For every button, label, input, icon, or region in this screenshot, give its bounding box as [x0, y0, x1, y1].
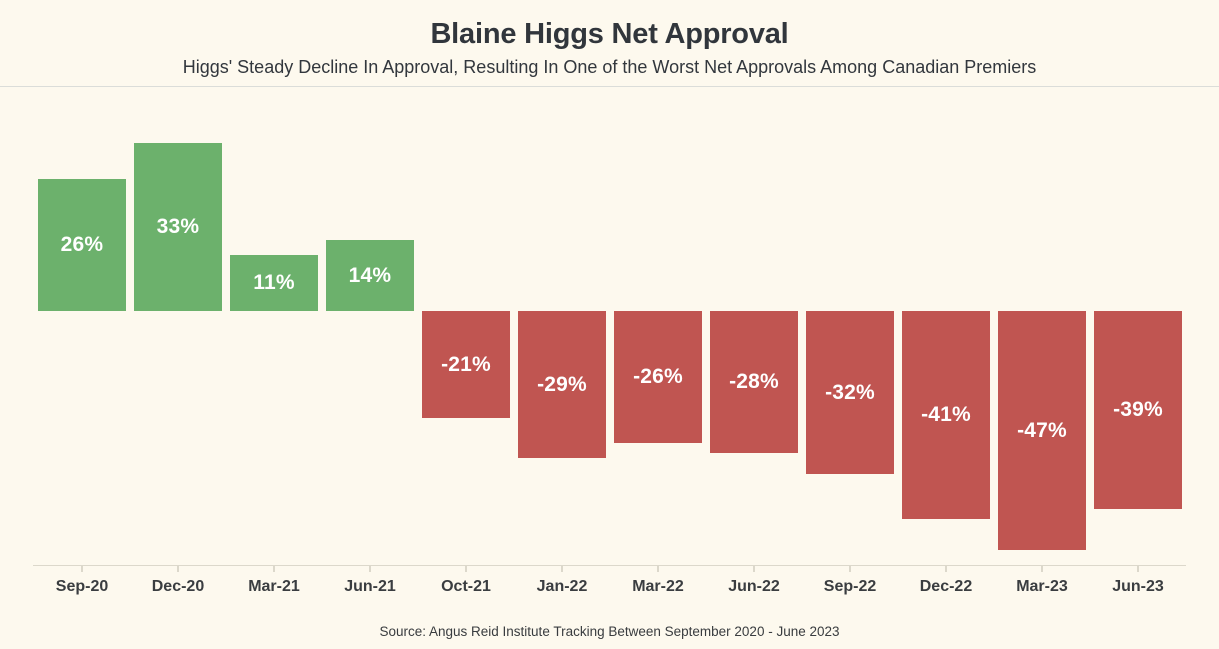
x-tick-label: Sep-20 — [55, 578, 109, 595]
bar-Jun-23: -39% — [1094, 311, 1182, 509]
x-tick-label: Oct-21 — [441, 578, 491, 595]
bar-value-label: -41% — [921, 403, 971, 426]
bar-value-label: -29% — [537, 372, 587, 396]
bar-Jun-22: -28% — [710, 311, 798, 453]
source-caption: Source: Angus Reid Institute Tracking Be… — [379, 624, 840, 639]
bar-Mar-21: 11% — [230, 255, 318, 311]
x-axis-tick — [945, 565, 947, 572]
x-axis-line — [33, 565, 1186, 566]
x-tick-label: Jan-22 — [536, 578, 588, 595]
bar-value-label: -21% — [441, 352, 491, 376]
bar-Oct-21: -21% — [422, 311, 510, 418]
x-axis-tick — [465, 565, 467, 572]
bar-value-label: 33% — [156, 215, 200, 238]
bar-value-label: 26% — [60, 233, 104, 256]
x-tick-label: Jun-22 — [728, 578, 780, 595]
bar-value-label: 14% — [348, 263, 392, 287]
x-axis-tick — [1137, 565, 1139, 572]
bar-Sep-22: -32% — [806, 311, 894, 474]
x-tick-label: Jun-21 — [344, 578, 396, 595]
bar-value-label: -39% — [1113, 398, 1163, 421]
header-divider — [0, 86, 1219, 87]
bar-Sep-20: 26% — [38, 179, 126, 311]
chart-header: Blaine Higgs Net Approval Higgs' Steady … — [0, 0, 1219, 79]
bar-Dec-22: -41% — [902, 311, 990, 519]
chart-subtitle: Higgs' Steady Decline In Approval, Resul… — [182, 57, 1037, 77]
bar-value-label: -47% — [1017, 418, 1067, 442]
bar-Dec-20: 33% — [134, 143, 222, 311]
bar-Jan-22: -29% — [518, 311, 606, 458]
bar-value-label: -28% — [729, 370, 779, 393]
x-axis-tick — [561, 565, 563, 572]
x-axis-tick — [177, 565, 179, 572]
bar-Mar-22: -26% — [614, 311, 702, 443]
bar-value-label: -26% — [633, 365, 683, 388]
x-axis-tick — [1041, 565, 1043, 572]
x-tick-label: Mar-22 — [632, 578, 684, 595]
x-axis-tick — [657, 565, 659, 572]
x-tick-label: Mar-23 — [1016, 578, 1068, 595]
x-axis-tick — [81, 565, 83, 572]
bar-Jun-21: 14% — [326, 240, 414, 311]
x-tick-label: Mar-21 — [248, 578, 300, 595]
chart-title: Blaine Higgs Net Approval — [430, 18, 789, 50]
x-tick-label: Sep-22 — [823, 578, 877, 595]
bar-Mar-23: -47% — [998, 311, 1086, 550]
x-axis-tick — [849, 565, 851, 572]
x-axis-tick — [369, 565, 371, 572]
bar-value-label: 11% — [253, 271, 295, 294]
x-axis-tick — [753, 565, 755, 572]
x-tick-label: Jun-23 — [1112, 578, 1164, 595]
x-tick-label: Dec-22 — [919, 578, 973, 595]
x-tick-label: Dec-20 — [151, 578, 205, 595]
x-axis-tick — [273, 565, 275, 572]
bar-value-label: -32% — [825, 380, 875, 404]
